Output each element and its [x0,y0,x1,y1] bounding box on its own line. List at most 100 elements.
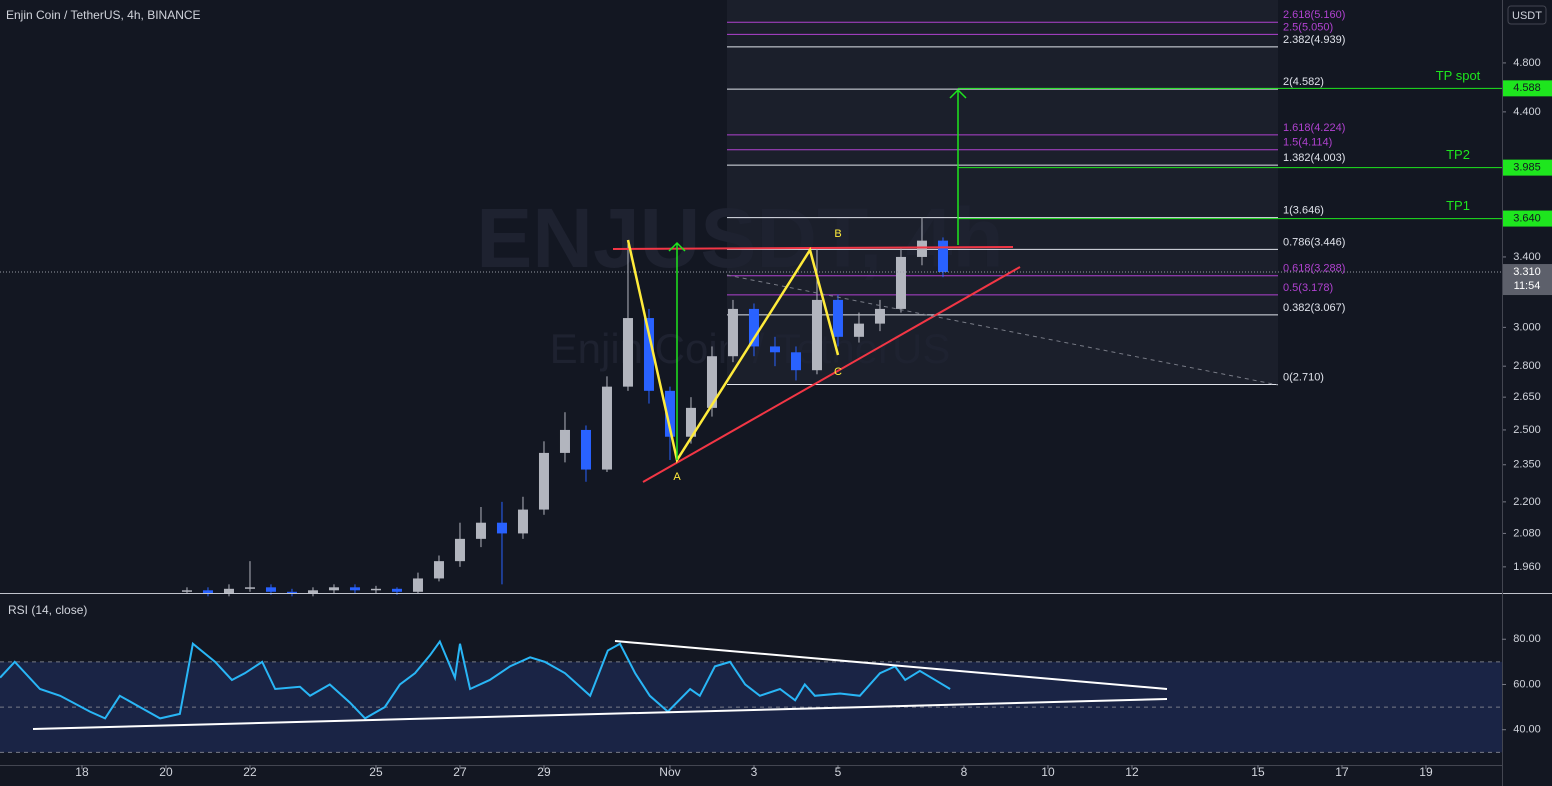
candle-body [307,590,318,594]
pattern-label: C [834,366,842,378]
x-tick-label: 12 [1125,765,1139,779]
countdown: 11:54 [1514,280,1541,292]
x-tick-label: 15 [1251,765,1265,779]
x-tick-label: 5 [835,765,842,779]
fib-label: 0.382(3.067) [1283,302,1345,314]
target-name: TP1 [1446,198,1470,213]
y-tick-label: 3.000 [1513,321,1541,333]
candle-body [580,429,591,470]
candle-body [349,587,360,591]
candle-body [790,352,801,371]
candle-body [811,299,822,371]
y-tick-label: 2.200 [1513,496,1541,508]
fib-label: 1.5(4.114) [1283,137,1332,149]
x-tick-label: 19 [1419,765,1433,779]
candle-body [853,323,864,337]
y-tick-label: 2.650 [1513,391,1541,403]
y-tick-label: 60.00 [1513,678,1541,690]
support-trendline [642,266,1021,483]
target-price: 3.985 [1513,162,1541,174]
y-tick-label: 40.00 [1513,724,1541,736]
fib-label: 1.618(4.224) [1283,122,1345,134]
currency-badge [1507,5,1547,25]
target-name: TP spot [1436,68,1481,83]
y-tick-label: 2.350 [1513,459,1541,471]
x-tick-label: 3 [751,765,758,779]
candle-body [748,308,759,347]
y-tick-label: 80.00 [1513,633,1541,645]
candle-body [559,429,570,453]
fib-label: 0(2.710) [1283,371,1324,383]
candle-body [496,522,507,534]
y-tick-label: 4.400 [1513,106,1541,118]
y-tick-label: 2.080 [1513,527,1541,539]
x-tick-label: 18 [75,765,89,779]
y-tick-label: 2.500 [1513,424,1541,436]
target-badge [1503,210,1552,227]
fib-label: 2.5(5.050) [1283,21,1333,33]
target-price: 4.588 [1513,82,1541,94]
currency: USDT [1512,10,1542,22]
fib-label: 1(3.646) [1283,205,1324,217]
candle-body [769,346,780,353]
x-tick-label: 17 [1335,765,1349,779]
abc-pattern [626,239,840,464]
x-tick-label: 22 [243,765,257,779]
pattern-label: B [834,228,841,240]
target-price: 3.640 [1513,212,1541,224]
target-badge [1503,80,1552,97]
fib-label: 2.382(4.939) [1283,34,1345,46]
candle-body [286,591,297,594]
candle-body [454,538,465,562]
fib-label: 0.618(3.288) [1283,263,1345,275]
candle-body [181,590,192,592]
measure-arrow [668,241,686,460]
target-badge [1503,159,1552,176]
candle-body [706,356,717,408]
x-tick-label: 29 [537,765,551,779]
resistance-line [612,246,1014,250]
candle-body [832,299,843,337]
candle-body [937,240,948,273]
pattern-label: A [673,471,681,483]
candle-body [601,386,612,470]
y-tick-label: 1.960 [1513,561,1541,573]
last-price: 3.310 [1513,266,1541,278]
rsi-resistance [614,640,1168,690]
candle-body [622,318,633,387]
last-price-badge [1503,264,1552,296]
candle-body [223,588,234,594]
candle-body [370,588,381,591]
candle-body [433,561,444,579]
x-tick-label: 20 [159,765,173,779]
fib-label: 2(4.582) [1283,76,1324,88]
projection-arrow [949,88,967,245]
y-tick-label: 4.800 [1513,57,1541,69]
candle-body [664,390,675,437]
fib-label: 1.382(4.003) [1283,152,1345,164]
y-tick-label: 2.800 [1513,360,1541,372]
candle-body [727,308,738,357]
candle-body [874,308,885,324]
dashed-trendline [726,274,1279,386]
target-name: TP2 [1446,147,1470,162]
main-pane: 2.618(5.160)2.5(5.050)2.382(4.939) 2(4.58… [0,9,1552,597]
y-tick-label: 3.400 [1513,251,1541,263]
candle-body [244,587,255,589]
candle-body [202,590,213,594]
candle-body [643,318,654,391]
rsi-title: RSI (14, close) [8,603,87,617]
candle-body [475,522,486,539]
candle-body [517,509,528,534]
candle-body [391,588,402,592]
candle-body [412,578,423,592]
x-tick-label: 10 [1041,765,1055,779]
x-tick-label: 8 [961,765,968,779]
candle-body [895,256,906,309]
fib-label: 0.786(3.446) [1283,236,1345,248]
candle-body [916,240,927,257]
candle-body [538,452,549,510]
rsi-line [0,639,951,720]
